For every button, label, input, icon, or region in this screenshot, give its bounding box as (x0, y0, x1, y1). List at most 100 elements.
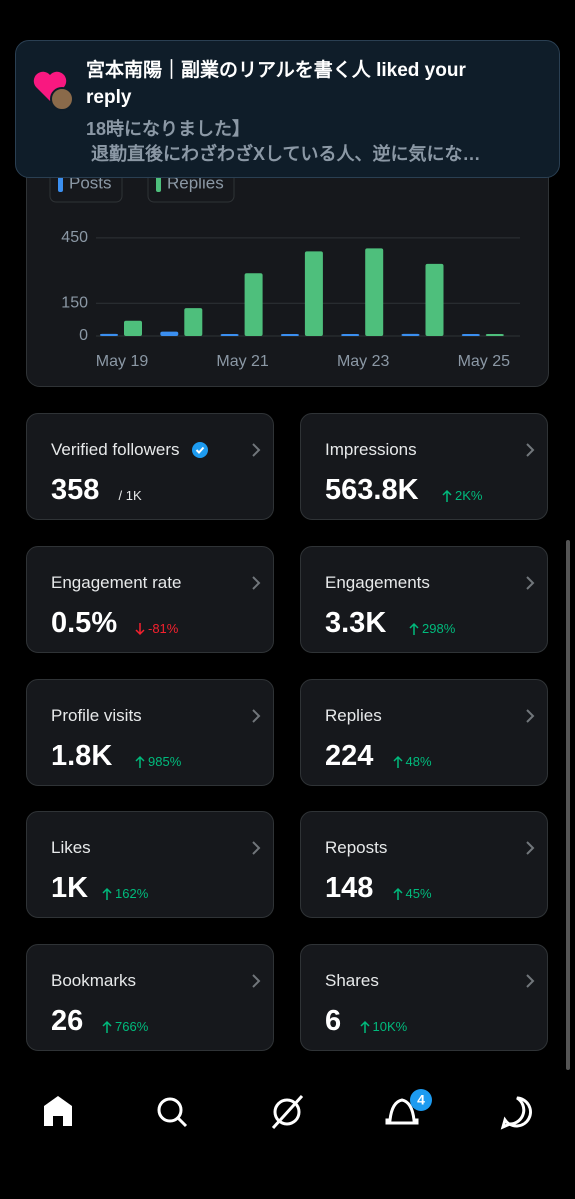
grok-icon[interactable] (271, 1094, 304, 1130)
metric-change: 162% (115, 886, 149, 902)
trend-arrow (392, 755, 403, 768)
metric-title: Verified followers (51, 440, 180, 459)
heart-avatar (33, 71, 74, 111)
bar (304, 251, 323, 336)
chart: Posts Replies 0 150 450 May 19 May 21 May 23 May… (49, 165, 520, 370)
chevron (526, 841, 535, 855)
metric-value: 26 (51, 1005, 84, 1037)
metric-card[interactable]: Reposts 148 45% (300, 811, 548, 919)
metric-card[interactable]: Engagement rate 0.5% -81% (26, 545, 274, 653)
trend-arrow (135, 755, 145, 768)
metric-title: Reposts (325, 838, 388, 858)
trend-arrow (442, 489, 452, 502)
bottom-nav: 4 (44, 1089, 532, 1130)
bar (461, 334, 480, 336)
search-icon[interactable] (157, 1097, 188, 1128)
scrollbar (566, 540, 570, 1070)
chevron (252, 708, 261, 723)
trend-arrow (359, 1020, 370, 1033)
bar (401, 333, 420, 336)
bar (100, 333, 118, 336)
bar (485, 334, 504, 336)
metric-title: Replies (325, 705, 382, 725)
messages-icon[interactable] (500, 1096, 532, 1130)
x-tick-label: May 23 (337, 353, 390, 370)
chevron (526, 974, 535, 988)
chevron (252, 576, 261, 590)
metric-title: Engagements (325, 572, 430, 592)
notification[interactable]: 宮本南陽｜副業のリアルを書く人 liked your reply 18時になりま… (15, 40, 560, 178)
metric-change: -81% (148, 620, 179, 636)
metric-change: 298% (422, 620, 456, 636)
metric-card[interactable]: Bookmarks 26 766% (26, 944, 274, 1051)
legend-label: Replies (167, 173, 224, 192)
bar (365, 248, 384, 336)
metric-card[interactable]: Profile visits 1.8K 985% (26, 678, 274, 786)
x-tick-label: May 21 (216, 353, 269, 370)
y-tick-label: 150 (61, 295, 88, 312)
legend-swatch (58, 176, 63, 192)
metric-change: 45% (405, 886, 432, 902)
trend-arrow (135, 622, 145, 635)
chevron (526, 708, 535, 723)
trend-arrow (102, 888, 112, 901)
metric-value: 3.3K (325, 606, 387, 639)
bar (341, 334, 360, 336)
metric-card[interactable]: Impressions 563.8K 2K% (300, 413, 548, 520)
bar (280, 334, 299, 336)
notification-line: 退勤直後にわざわざXしている人、逆に気にな… (91, 144, 481, 164)
chevron (526, 576, 535, 590)
notification-title: 宮本南陽｜副業のリアルを書く人 liked your reply (86, 60, 466, 108)
metric-value: 563.8K (325, 474, 419, 506)
chevron (252, 841, 261, 855)
chevron (526, 443, 535, 457)
metric-title: Profile visits (51, 705, 142, 725)
notification-line: 18時になりました】 (86, 119, 251, 139)
metric-card[interactable]: Verified followers 358 / 1K (26, 413, 274, 520)
x-tick-label: May 19 (96, 353, 149, 370)
metric-value: 224 (325, 739, 374, 772)
chevron (252, 974, 261, 988)
x-tick-label: May 25 (458, 353, 511, 370)
home-icon[interactable] (44, 1096, 72, 1126)
metric-change: 985% (148, 753, 182, 769)
legend-swatch (156, 176, 161, 192)
metric-sub: / 1K (118, 488, 142, 503)
metric-card[interactable]: Replies 224 48% (300, 678, 548, 786)
verified-badge (192, 442, 208, 458)
metric-title: Bookmarks (51, 971, 137, 990)
metric-change: 10K% (372, 1019, 408, 1034)
metric-value: 148 (325, 872, 374, 905)
y-tick-label: 0 (79, 327, 88, 344)
bar (124, 320, 142, 336)
badge-count: 4 (417, 1092, 425, 1108)
metric-title: Shares (325, 971, 379, 990)
metric-value: 1K (51, 872, 89, 905)
metric-card[interactable]: Likes 1K 162% (26, 811, 274, 919)
trend-arrow (102, 1020, 112, 1033)
metric-card[interactable]: Shares 6 10K% (300, 944, 548, 1051)
metric-value: 1.8K (51, 739, 113, 772)
metric-title: Impressions (325, 440, 417, 459)
bar (425, 263, 444, 336)
metric-card[interactable]: Engagements 3.3K 298% (300, 545, 548, 653)
metric-title: Likes (51, 838, 91, 858)
metric-change: 48% (405, 753, 432, 769)
trend-arrow (392, 888, 403, 901)
y-tick-label: 450 (61, 229, 88, 246)
metric-title: Engagement rate (51, 572, 182, 592)
notifications-icon[interactable]: 4 (385, 1089, 432, 1125)
bar (220, 334, 239, 336)
metric-value: 6 (325, 1005, 342, 1037)
legend-label: Posts (69, 173, 112, 192)
bar (160, 331, 179, 336)
metric-value: 0.5% (51, 606, 118, 639)
chevron (252, 443, 261, 457)
bar (244, 273, 263, 336)
metric-change: 766% (115, 1019, 149, 1034)
metric-value: 358 (51, 474, 100, 506)
metric-change: 2K% (455, 488, 483, 503)
trend-arrow (409, 622, 419, 635)
bar (184, 308, 203, 336)
